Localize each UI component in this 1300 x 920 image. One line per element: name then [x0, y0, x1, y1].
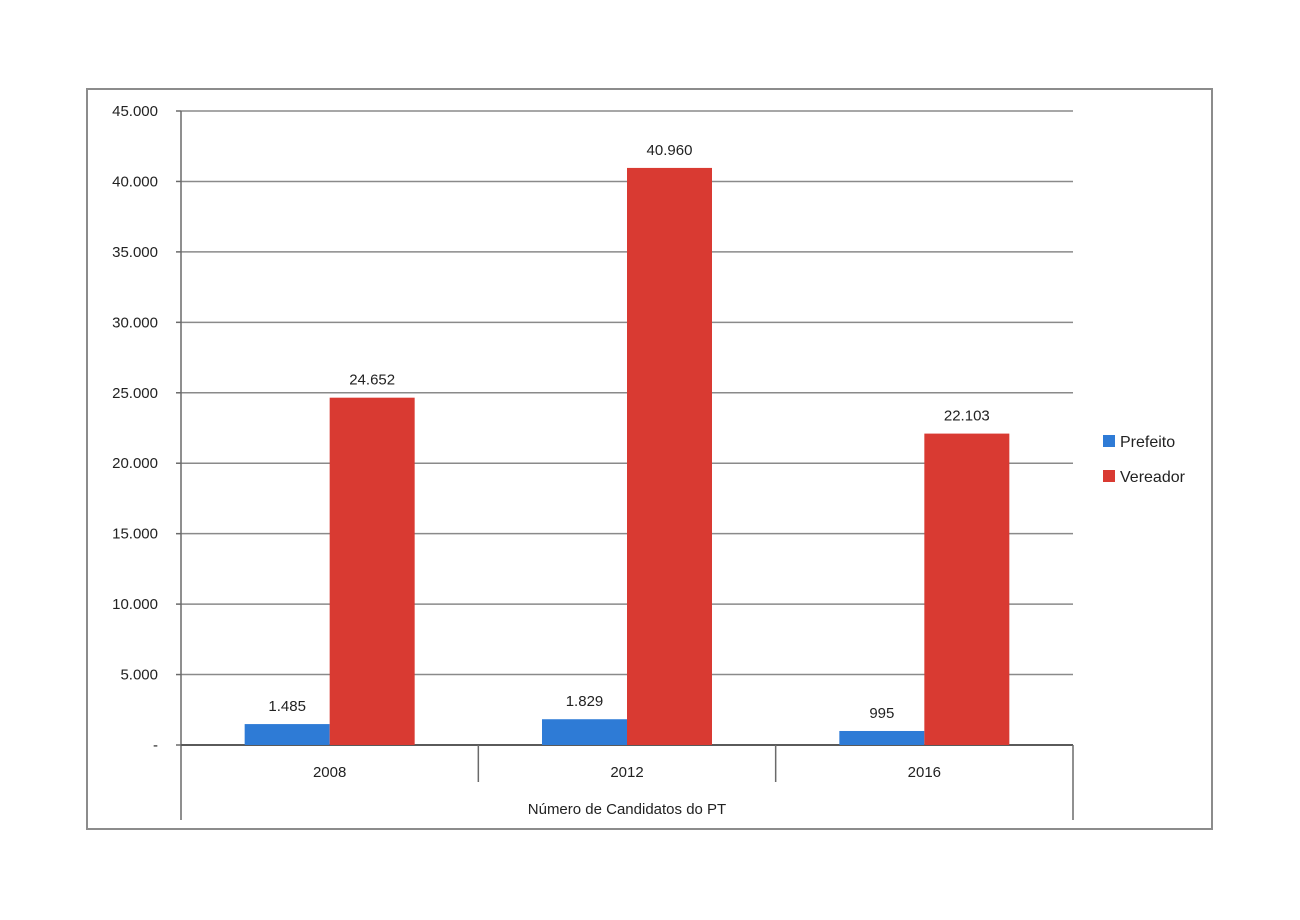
- y-tick-label: 20.000: [112, 455, 158, 472]
- bar: [330, 398, 415, 745]
- y-tick-label: -: [153, 737, 158, 754]
- y-tick-label: 40.000: [112, 173, 158, 190]
- legend-swatch: [1103, 470, 1115, 482]
- bar: [627, 168, 712, 745]
- data-label: 40.960: [647, 142, 693, 159]
- y-tick-label: 45.000: [112, 103, 158, 120]
- bar: [542, 719, 627, 745]
- category-group-label: Número de Candidatos do PT: [528, 801, 726, 818]
- legend-label: Prefeito: [1120, 434, 1175, 451]
- y-tick-label: 35.000: [112, 244, 158, 261]
- legend-swatch: [1103, 435, 1115, 447]
- legend-label: Vereador: [1120, 469, 1186, 486]
- y-tick-label: 25.000: [112, 385, 158, 402]
- data-label: 24.652: [349, 372, 395, 389]
- y-tick-label: 30.000: [112, 314, 158, 331]
- x-tick-label: 2012: [610, 764, 643, 781]
- bar: [924, 434, 1009, 745]
- bars: [245, 168, 1010, 745]
- data-label: 1.829: [566, 693, 604, 710]
- bar: [839, 731, 924, 745]
- bar: [245, 724, 330, 745]
- y-tick-label: 15.000: [112, 526, 158, 543]
- data-label: 22.103: [944, 408, 990, 425]
- data-label: 1.485: [268, 698, 306, 715]
- x-tick-label: 2016: [908, 764, 941, 781]
- y-tick-label: 10.000: [112, 596, 158, 613]
- y-tick-label: 5.000: [120, 667, 158, 684]
- data-label: 995: [869, 705, 894, 722]
- legend: Prefeito Vereador: [1103, 434, 1186, 486]
- x-tick-label: 2008: [313, 764, 346, 781]
